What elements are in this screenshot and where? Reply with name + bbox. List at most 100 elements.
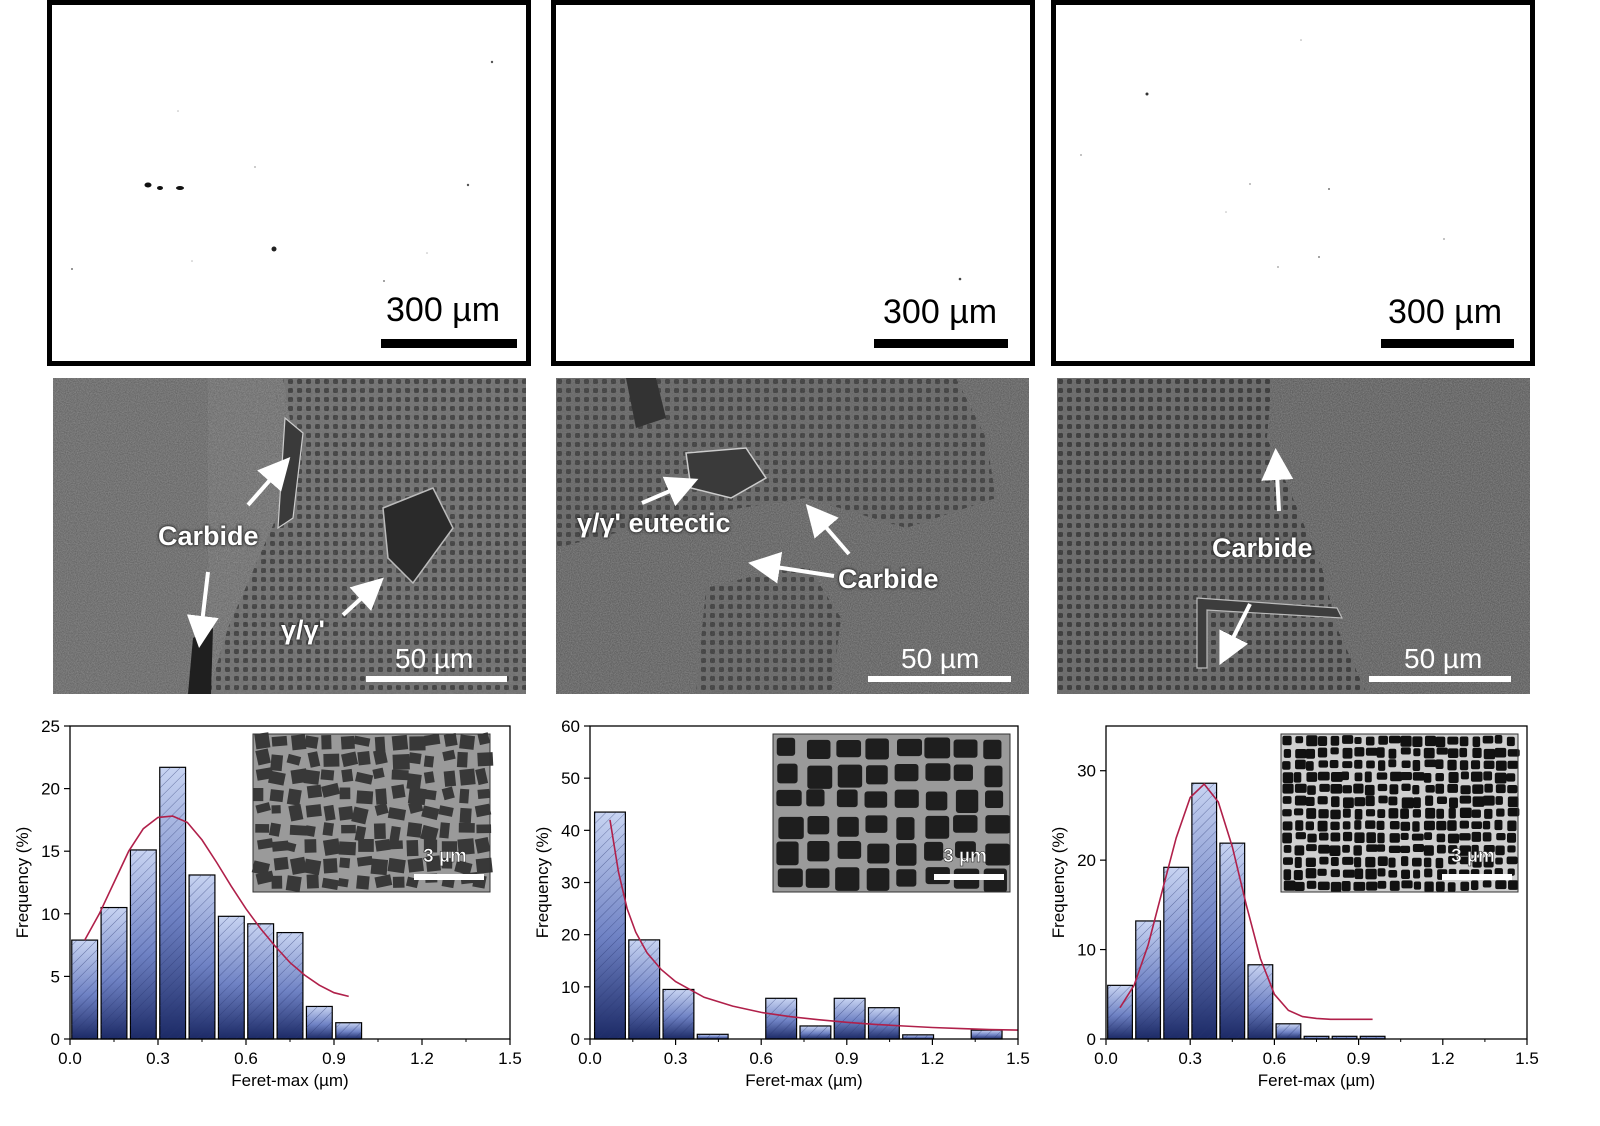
y-axis-label: Frequency (%)	[533, 827, 552, 938]
histogram-bar	[628, 939, 661, 1040]
y-axis-label: Frequency (%)	[13, 827, 32, 938]
x-tick-label: 1.2	[1431, 1049, 1455, 1068]
sem-label-carbide-2: Carbide	[838, 564, 939, 594]
y-tick-label: 60	[561, 717, 580, 736]
sem-scale-label-2: 50 µm	[901, 643, 980, 674]
x-tick-label: 0.0	[58, 1049, 82, 1068]
x-axis-label: Feret-max (µm)	[745, 1071, 862, 1090]
sem-panel-2: γ/γ' eutectic Carbide 50 µm	[556, 378, 1029, 694]
fit-curve	[84, 815, 349, 998]
histogram-bar	[1163, 866, 1190, 1040]
sem-panel-3: Carbide 50 µm	[1057, 378, 1530, 694]
histogram-bar	[217, 915, 245, 1040]
y-tick-label: 50	[561, 769, 580, 788]
histogram-bar	[188, 874, 216, 1040]
histogram-2: 0.0 0.3 0.6 0.9 1.2 1.5 0 10 20 30 40 50 60 Feret-max…	[520, 710, 1050, 1121]
histogram-bar	[129, 849, 157, 1040]
histogram-bar	[662, 988, 695, 1040]
y-tick-label: 30	[561, 874, 580, 893]
x-tick-label: 0.6	[749, 1049, 773, 1068]
y-tick-label: 20	[1077, 851, 1096, 870]
sem-texture-2	[556, 378, 1029, 694]
om-scale-bar-2	[874, 339, 1008, 348]
x-tick-label: 0.3	[1178, 1049, 1202, 1068]
histogram-bar	[247, 923, 275, 1040]
histogram-bar	[1191, 782, 1218, 1040]
fit-curve	[609, 819, 1019, 1031]
histogram-bar	[765, 997, 798, 1040]
x-tick-label: 0.6	[234, 1049, 258, 1068]
om-dots-3	[1080, 39, 1445, 268]
inset-micrograph	[251, 732, 494, 893]
om-scale-bar-3	[1381, 339, 1514, 348]
x-tick-label: 0.9	[835, 1049, 859, 1068]
x-tick-label: 1.5	[1515, 1049, 1539, 1068]
histogram-bar	[970, 1029, 1003, 1040]
x-tick-label: 1.5	[1006, 1049, 1030, 1068]
histogram-3: 0.0 0.3 0.6 0.9 1.2 1.5 0 10 20 30 Feret-max (µm) F…	[1040, 710, 1600, 1121]
sem-label-carbide-1: Carbide	[158, 521, 259, 551]
sem-panel-1: Carbide γ/γ' 50 µm	[53, 378, 526, 694]
sem-scale-bar-1	[366, 676, 507, 682]
y-tick-label: 30	[1077, 762, 1096, 781]
om-scale-label-1: 300 µm	[386, 291, 501, 329]
om-dots-1	[71, 60, 494, 282]
x-tick-label: 1.2	[921, 1049, 945, 1068]
sem-label-carbide-3: Carbide	[1212, 533, 1313, 563]
histogram-bar	[867, 1007, 900, 1040]
histogram-bar	[1247, 964, 1274, 1040]
histogram-bar	[71, 939, 99, 1040]
y-axis-label: Frequency (%)	[1049, 827, 1068, 938]
histogram-bar	[1219, 842, 1246, 1040]
y-tick-label: 10	[561, 978, 580, 997]
sem-label-eutectic-2: γ/γ' eutectic	[577, 508, 731, 538]
x-tick-label: 1.5	[498, 1049, 522, 1068]
histogram-bar	[1107, 984, 1133, 1040]
inset-scale-bar	[1442, 874, 1512, 880]
inset-micrograph	[772, 733, 1011, 893]
histogram-bar	[100, 906, 128, 1040]
fit-curve	[1119, 782, 1373, 1021]
x-tick-label: 0.3	[664, 1049, 688, 1068]
x-tick-label: 0.9	[1347, 1049, 1371, 1068]
histogram-svg-2: 0.0 0.3 0.6 0.9 1.2 1.5 0 10 20 30 40 50 60 Feret-max…	[533, 717, 1030, 1090]
inset-scale-label: 3 µm	[423, 846, 467, 867]
histogram-bar	[799, 1025, 832, 1040]
om-scale-bar-1	[381, 339, 517, 348]
sem-scale-label-1: 50 µm	[395, 643, 474, 674]
om-panel-1: 300 µm	[47, 0, 531, 366]
y-tick-label: 15	[41, 842, 60, 861]
sem-texture-3	[1057, 378, 1530, 694]
histogram-bar	[276, 931, 304, 1040]
x-tick-label: 0.6	[1263, 1049, 1287, 1068]
sem-label-gamma-1: γ/γ'	[281, 615, 325, 645]
om-scale-label-2: 300 µm	[883, 293, 998, 331]
inset-scale-label: 3 µm	[1451, 846, 1495, 867]
x-axis-label: Feret-max (µm)	[1258, 1071, 1375, 1090]
histogram-bar	[593, 811, 626, 1040]
y-tick-label: 20	[561, 926, 580, 945]
om-dots-2	[958, 277, 962, 281]
histogram-bar	[335, 1022, 363, 1040]
y-tick-label: 0	[1087, 1030, 1096, 1049]
inset-micrograph	[1280, 733, 1520, 893]
y-tick-label: 40	[561, 821, 580, 840]
histogram-svg-3: 0.0 0.3 0.6 0.9 1.2 1.5 0 10 20 30 Feret-max (µm) F…	[1049, 725, 1539, 1090]
x-tick-label: 1.2	[410, 1049, 434, 1068]
y-tick-label: 10	[41, 905, 60, 924]
y-tick-label: 0	[51, 1030, 60, 1049]
histogram-bar	[696, 1033, 729, 1040]
om-panel-3: 300 µm	[1051, 0, 1535, 366]
y-tick-label: 0	[571, 1030, 580, 1049]
y-tick-label: 5	[51, 967, 60, 986]
histogram-bar	[1275, 1023, 1302, 1040]
om-scale-label-3: 300 µm	[1388, 293, 1503, 331]
x-tick-label: 0.3	[146, 1049, 170, 1068]
inset-scale-bar	[934, 874, 1004, 880]
om-panel-2: 300 µm	[551, 0, 1035, 366]
sem-scale-label-3: 50 µm	[1404, 643, 1483, 674]
inset-scale-bar	[414, 874, 484, 880]
histogram-svg-1: 0.0 0.3 0.6 0.9 1.2 1.5 0 5 10 15 20 25 Feret-max (µ…	[13, 717, 522, 1090]
y-tick-label: 10	[1077, 941, 1096, 960]
histogram-1: 0.0 0.3 0.6 0.9 1.2 1.5 0 5 10 15 20 25 Feret-max (µ…	[0, 710, 530, 1121]
